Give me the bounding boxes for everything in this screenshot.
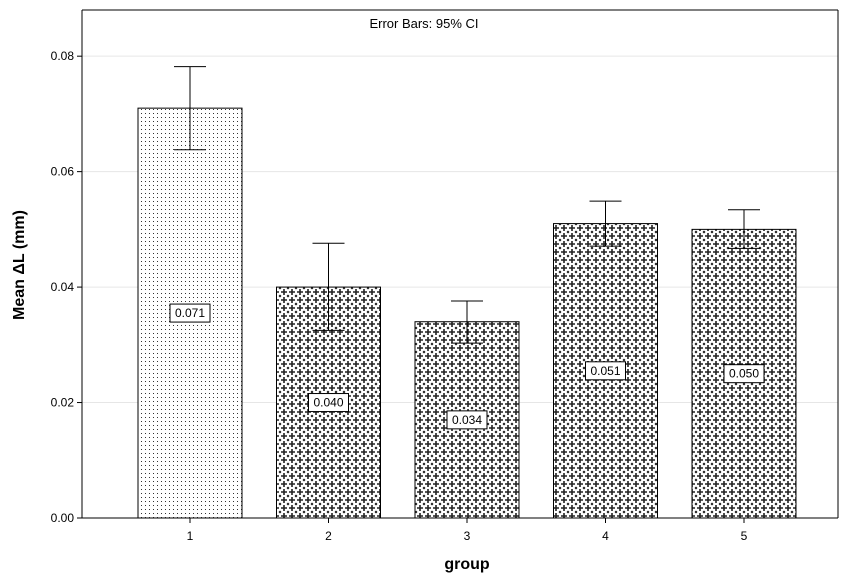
- x-tick-label: 4: [602, 529, 609, 543]
- x-tick-label: 3: [464, 529, 471, 543]
- y-tick-label: 0.08: [51, 49, 75, 63]
- value-label: 0.051: [590, 364, 620, 378]
- x-tick-label: 1: [187, 529, 194, 543]
- value-label-box: [446, 410, 488, 430]
- y-tick-label: 0.02: [51, 396, 75, 410]
- value-label: 0.034: [452, 413, 482, 427]
- value-label-box: [169, 303, 211, 323]
- x-tick-label: 5: [741, 529, 748, 543]
- value-label: 0.040: [313, 396, 343, 410]
- value-label-box: [723, 364, 765, 384]
- y-tick-label: 0.04: [51, 280, 75, 294]
- value-label: 0.071: [175, 306, 205, 320]
- y-tick-label: 0.06: [51, 165, 75, 179]
- x-axis-label: group: [444, 556, 490, 573]
- y-axis-ticks: 0.00 0.02 0.04 0.06 0.08: [51, 49, 82, 525]
- x-axis-ticks: 1 2 3 4 5: [187, 518, 748, 543]
- value-label: 0.050: [729, 367, 759, 381]
- y-tick-label: 0.00: [51, 511, 75, 525]
- chart-annotation: Error Bars: 95% CI: [369, 16, 478, 31]
- y-axis-label: Mean ΔL (mm): [11, 210, 28, 320]
- error-bars: [174, 66, 760, 344]
- value-label-box: [585, 361, 626, 381]
- value-labels: 0.071 0.040 0.034 0.051 0.050: [169, 303, 765, 430]
- x-tick-label: 2: [325, 529, 332, 543]
- value-label-box: [308, 393, 349, 413]
